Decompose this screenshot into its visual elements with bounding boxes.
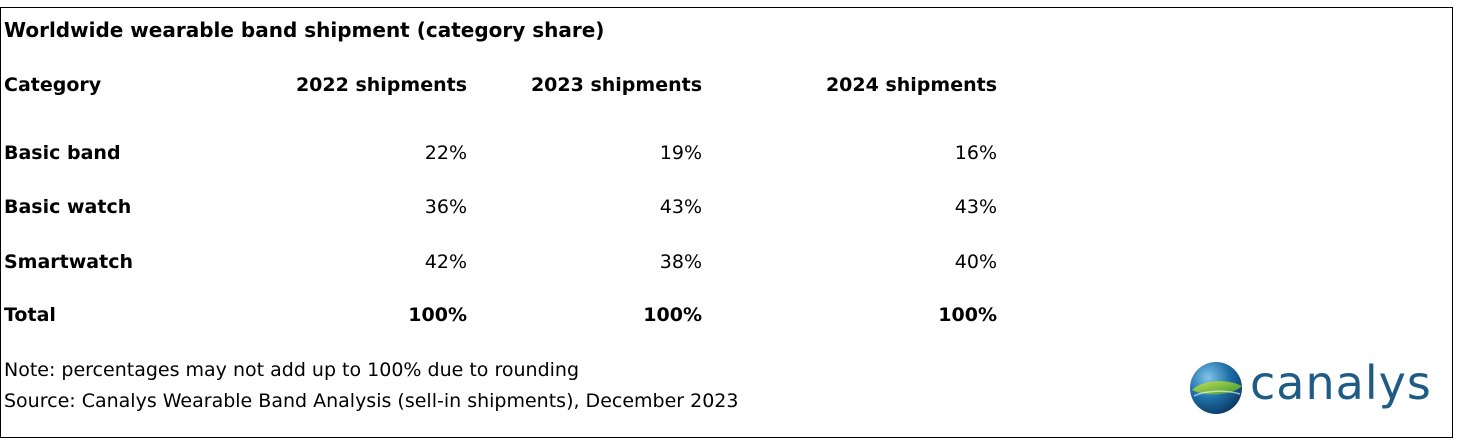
table-title: Worldwide wearable band shipment (catego… — [4, 18, 605, 42]
row-label-basic-watch: Basic watch — [4, 196, 132, 218]
cell-total-2022: 100% — [408, 304, 467, 326]
cell-basic-watch-2023: 43% — [659, 196, 702, 218]
column-header-category: Category — [4, 74, 102, 96]
cell-basic-watch-2022: 36% — [424, 196, 467, 218]
cell-basic-watch-2024: 43% — [954, 196, 997, 218]
logo-text: canalys — [1250, 356, 1432, 410]
footnote-rounding: Note: percentages may not add up to 100%… — [4, 359, 580, 381]
row-label-smartwatch: Smartwatch — [4, 251, 134, 273]
row-label-total: Total — [4, 304, 56, 326]
cell-basic-band-2022: 22% — [424, 142, 467, 164]
cell-basic-band-2024: 16% — [954, 142, 997, 164]
row-label-basic-band: Basic band — [4, 142, 121, 164]
footnote-source: Source: Canalys Wearable Band Analysis (… — [4, 390, 739, 412]
cell-smartwatch-2024: 40% — [954, 251, 997, 273]
column-header-2023: 2023 shipments — [530, 74, 702, 96]
cell-basic-band-2023: 19% — [659, 142, 702, 164]
column-header-2024: 2024 shipments — [825, 74, 997, 96]
globe-icon — [1190, 362, 1242, 414]
cell-smartwatch-2023: 38% — [659, 251, 702, 273]
column-header-2022: 2022 shipments — [295, 74, 467, 96]
table-frame — [0, 7, 1453, 438]
cell-total-2024: 100% — [938, 304, 997, 326]
canalys-logo: canalys — [1186, 355, 1450, 415]
cell-smartwatch-2022: 42% — [424, 251, 467, 273]
cell-total-2023: 100% — [643, 304, 702, 326]
